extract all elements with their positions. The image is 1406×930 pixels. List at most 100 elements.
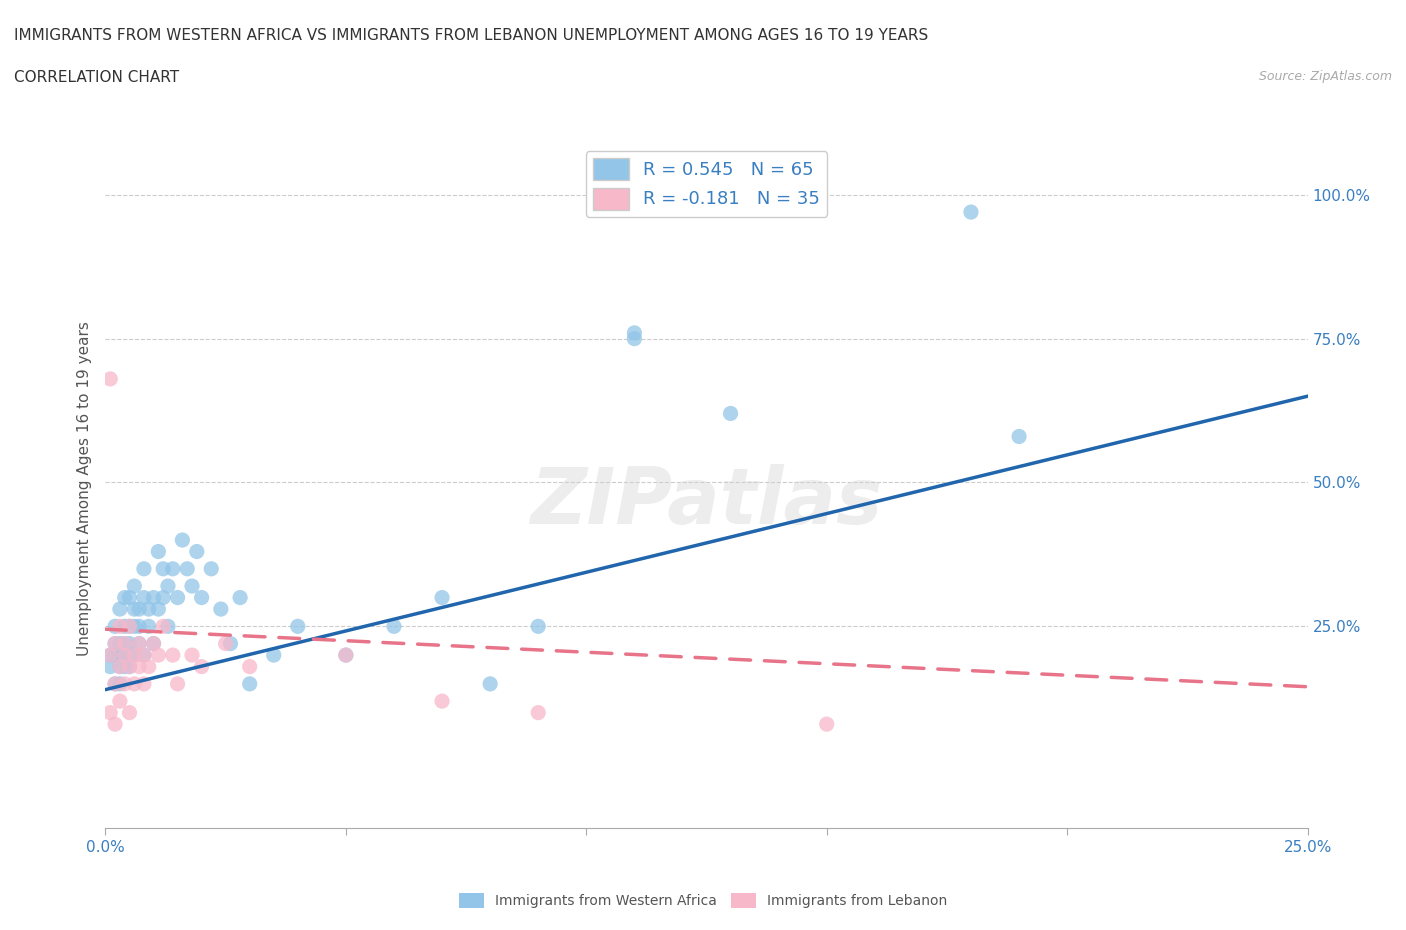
Point [263,647,285,662]
Point [104,717,127,732]
Point [186,544,208,559]
Point [132,647,155,662]
Point [114,647,136,662]
Point [104,647,127,662]
Point [132,562,155,577]
Point [114,676,136,691]
Point [1008,429,1031,444]
Point [181,647,204,662]
Point [430,694,453,709]
Point [118,705,141,720]
Point [114,618,136,633]
Point [114,591,136,605]
Point [98,659,121,674]
Point [214,636,236,651]
Point [104,676,127,691]
Point [124,618,146,633]
Point [104,618,127,633]
Point [114,647,136,662]
Point [152,591,174,605]
Point [114,636,136,651]
Legend: R = 0.545   N = 65, R = -0.181   N = 35: R = 0.545 N = 65, R = -0.181 N = 35 [585,151,828,217]
Legend: Immigrants from Western Africa, Immigrants from Lebanon: Immigrants from Western Africa, Immigran… [453,888,953,914]
Point [209,602,232,617]
Point [335,647,357,662]
Point [138,602,160,617]
Point [108,659,131,674]
Point [124,647,146,662]
Point [108,647,131,662]
Point [527,618,550,633]
Point [128,659,150,674]
Point [335,647,357,662]
Point [128,602,150,617]
Point [190,659,212,674]
Point [114,659,136,674]
Point [152,562,174,577]
Point [181,578,204,593]
Point [108,618,131,633]
Text: IMMIGRANTS FROM WESTERN AFRICA VS IMMIGRANTS FROM LEBANON UNEMPLOYMENT AMONG AGE: IMMIGRANTS FROM WESTERN AFRICA VS IMMIGR… [14,28,928,43]
Point [156,618,179,633]
Point [118,636,141,651]
Point [118,618,141,633]
Point [156,578,179,593]
Point [108,676,131,691]
Point [124,647,146,662]
Point [172,533,194,548]
Point [114,636,136,651]
Point [148,647,170,662]
Point [623,326,645,340]
Point [128,618,150,633]
Point [128,636,150,651]
Point [118,618,141,633]
Point [148,602,170,617]
Point [162,562,184,577]
Point [287,618,309,633]
Point [118,591,141,605]
Point [138,618,160,633]
Point [166,676,188,691]
Point [132,676,155,691]
Point [720,406,742,421]
Point [960,205,983,219]
Point [239,659,262,674]
Point [98,647,121,662]
Point [132,591,155,605]
Point [142,636,165,651]
Point [815,717,838,732]
Point [142,636,165,651]
Point [118,659,141,674]
Point [98,647,121,662]
Point [104,676,127,691]
Point [108,659,131,674]
Point [527,705,550,720]
Point [108,694,131,709]
Point [118,659,141,674]
Point [166,591,188,605]
Point [219,636,242,651]
Point [142,591,165,605]
Point [118,647,141,662]
Point [108,602,131,617]
Point [98,371,121,386]
Point [108,636,131,651]
Point [479,676,502,691]
Text: CORRELATION CHART: CORRELATION CHART [14,70,179,85]
Point [200,562,222,577]
Point [152,618,174,633]
Point [104,636,127,651]
Point [239,676,262,691]
Text: Source: ZipAtlas.com: Source: ZipAtlas.com [1258,70,1392,83]
Point [128,636,150,651]
Point [162,647,184,662]
Point [124,578,146,593]
Point [138,659,160,674]
Point [229,591,252,605]
Point [190,591,212,605]
Y-axis label: Unemployment Among Ages 16 to 19 years: Unemployment Among Ages 16 to 19 years [76,321,91,656]
Point [176,562,198,577]
Point [104,636,127,651]
Point [98,705,121,720]
Point [148,544,170,559]
